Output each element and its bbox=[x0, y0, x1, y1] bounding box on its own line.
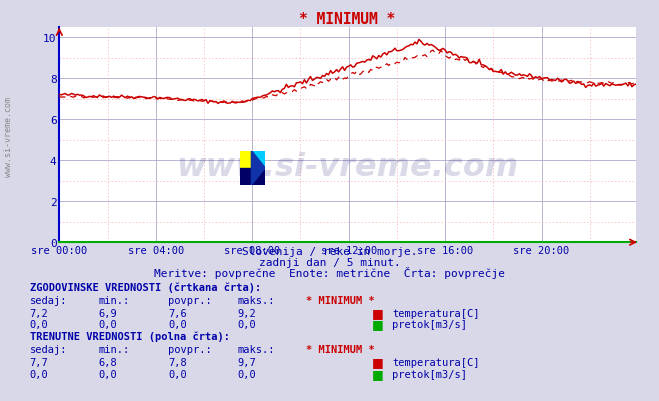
Title: * MINIMUM *: * MINIMUM * bbox=[299, 12, 396, 27]
Text: pretok[m3/s]: pretok[m3/s] bbox=[392, 320, 467, 330]
Text: maks.:: maks.: bbox=[237, 295, 275, 305]
Polygon shape bbox=[251, 151, 265, 185]
Text: sedaj:: sedaj: bbox=[30, 295, 67, 305]
Text: ■: ■ bbox=[372, 318, 384, 330]
Bar bbox=[252, 151, 265, 168]
Text: 7,6: 7,6 bbox=[168, 308, 186, 318]
Text: temperatura[C]: temperatura[C] bbox=[392, 308, 480, 318]
Text: ■: ■ bbox=[372, 355, 384, 368]
Text: * MINIMUM *: * MINIMUM * bbox=[306, 295, 375, 305]
Text: 7,8: 7,8 bbox=[168, 357, 186, 367]
Text: min.:: min.: bbox=[99, 295, 130, 305]
Text: 7,2: 7,2 bbox=[30, 308, 48, 318]
Text: ZGODOVINSKE VREDNOSTI (črtkana črta):: ZGODOVINSKE VREDNOSTI (črtkana črta): bbox=[30, 282, 261, 292]
Text: 0,0: 0,0 bbox=[30, 320, 48, 330]
Text: povpr.:: povpr.: bbox=[168, 344, 212, 354]
Text: sedaj:: sedaj: bbox=[30, 344, 67, 354]
Text: 0,0: 0,0 bbox=[168, 369, 186, 379]
Text: 6,9: 6,9 bbox=[99, 308, 117, 318]
Text: 6,8: 6,8 bbox=[99, 357, 117, 367]
Text: 0,0: 0,0 bbox=[99, 369, 117, 379]
Text: min.:: min.: bbox=[99, 344, 130, 354]
Text: TRENUTNE VREDNOSTI (polna črta):: TRENUTNE VREDNOSTI (polna črta): bbox=[30, 331, 229, 342]
Text: 9,7: 9,7 bbox=[237, 357, 256, 367]
Text: maks.:: maks.: bbox=[237, 344, 275, 354]
Text: pretok[m3/s]: pretok[m3/s] bbox=[392, 369, 467, 379]
Text: www.si-vreme.com: www.si-vreme.com bbox=[4, 96, 13, 176]
Polygon shape bbox=[251, 151, 265, 168]
Text: 0,0: 0,0 bbox=[168, 320, 186, 330]
Text: * MINIMUM *: * MINIMUM * bbox=[306, 344, 375, 354]
Bar bbox=[240, 151, 252, 168]
Text: www.si-vreme.com: www.si-vreme.com bbox=[177, 152, 519, 183]
Text: Meritve: povprečne  Enote: metrične  Črta: povprečje: Meritve: povprečne Enote: metrične Črta:… bbox=[154, 267, 505, 279]
Text: 9,2: 9,2 bbox=[237, 308, 256, 318]
Text: ■: ■ bbox=[372, 306, 384, 319]
Text: 0,0: 0,0 bbox=[237, 320, 256, 330]
Bar bbox=[240, 168, 265, 185]
Text: 7,7: 7,7 bbox=[30, 357, 48, 367]
Text: 0,0: 0,0 bbox=[30, 369, 48, 379]
Text: temperatura[C]: temperatura[C] bbox=[392, 357, 480, 367]
Text: povpr.:: povpr.: bbox=[168, 295, 212, 305]
Text: 0,0: 0,0 bbox=[99, 320, 117, 330]
Text: ■: ■ bbox=[372, 367, 384, 380]
Text: 0,0: 0,0 bbox=[237, 369, 256, 379]
Text: zadnji dan / 5 minut.: zadnji dan / 5 minut. bbox=[258, 257, 401, 267]
Text: Slovenija / reke in morje.: Slovenija / reke in morje. bbox=[242, 247, 417, 257]
